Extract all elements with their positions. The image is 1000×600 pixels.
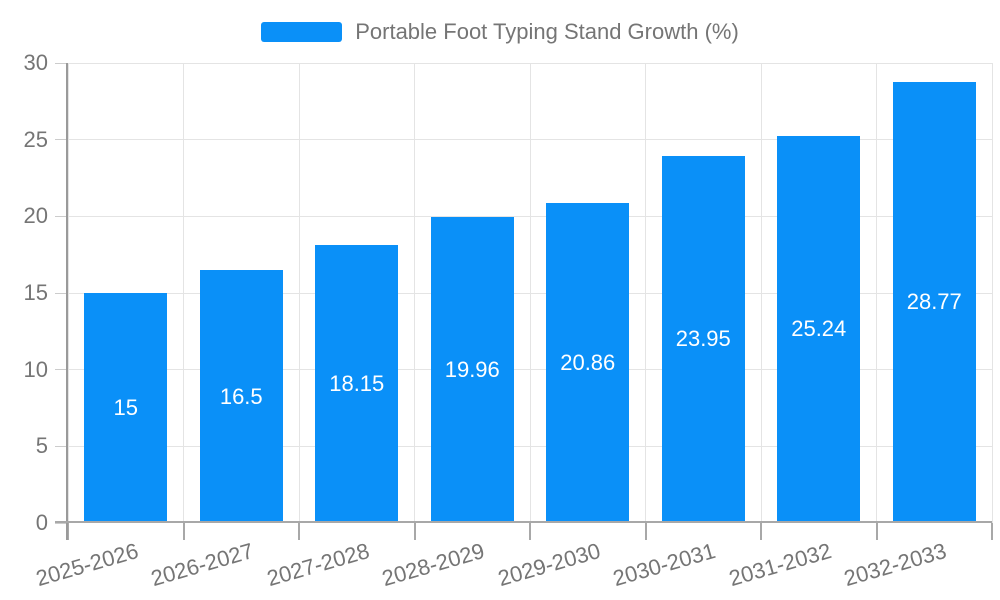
y-axis-tick-label: 30 xyxy=(23,50,48,75)
y-axis-tick-label: 20 xyxy=(23,203,48,229)
x-axis-tick xyxy=(413,523,416,540)
x-axis-tick-label: 2028-2029 xyxy=(379,538,488,592)
x-axis-tick xyxy=(760,523,762,540)
bar-value-label: 20.86 xyxy=(560,350,616,376)
bar-value-label: 25.24 xyxy=(791,316,847,342)
gridline-vertical xyxy=(298,63,300,523)
x-axis-tick xyxy=(67,523,69,540)
gridline-vertical xyxy=(414,63,415,523)
chart-legend[interactable]: Portable Foot Typing Stand Growth (%) xyxy=(0,20,1000,44)
y-axis-tick xyxy=(55,139,67,141)
bar xyxy=(84,293,168,523)
gridline-vertical xyxy=(67,63,69,523)
bar xyxy=(430,216,514,523)
bar xyxy=(315,244,399,523)
x-axis-tick-label: 2029-2030 xyxy=(494,538,603,592)
y-axis-tick xyxy=(55,62,67,64)
gridline-vertical xyxy=(529,63,531,523)
x-axis-tick-label: 2031-2032 xyxy=(725,538,834,592)
x-axis-tick xyxy=(875,523,878,540)
x-axis-tick xyxy=(991,523,993,540)
x-axis-tick xyxy=(529,523,531,540)
bar xyxy=(199,270,283,523)
x-axis-tick-label: 2026-2027 xyxy=(148,538,257,592)
bar-value-label: 18.15 xyxy=(329,370,385,396)
y-axis-tick-label: 15 xyxy=(23,280,48,305)
y-axis-tick-label: 0 xyxy=(35,510,48,535)
y-axis-tick-label: 25 xyxy=(23,126,48,152)
y-axis-tick xyxy=(55,292,67,294)
x-axis-tick-label: 2027-2028 xyxy=(263,538,372,592)
gridline-vertical xyxy=(183,63,184,523)
gridline-vertical xyxy=(760,63,762,523)
bar-value-label: 23.95 xyxy=(675,326,731,352)
x-axis-tick xyxy=(182,523,185,540)
bar-value-label: 16.5 xyxy=(219,383,263,409)
y-axis-line xyxy=(66,63,68,540)
gridline-vertical xyxy=(991,63,993,523)
bar xyxy=(777,135,861,523)
bar-value-label: 19.96 xyxy=(444,356,500,382)
x-axis-tick xyxy=(298,523,300,540)
bar-value-label: 28.77 xyxy=(906,289,962,315)
y-axis-tick xyxy=(55,522,67,524)
y-axis-tick-label: 5 xyxy=(35,433,48,459)
y-axis-tick-label: 10 xyxy=(23,356,48,382)
legend-swatch-icon xyxy=(261,22,343,42)
y-axis-tick xyxy=(55,215,67,217)
gridline-vertical xyxy=(645,63,646,523)
gridline-vertical xyxy=(876,63,877,523)
x-axis-tick-label: 2025-2026 xyxy=(32,538,141,592)
bar xyxy=(892,81,976,523)
legend-label: Portable Foot Typing Stand Growth (%) xyxy=(355,19,739,44)
x-axis-tick xyxy=(644,523,647,540)
bar-value-label: 15 xyxy=(113,395,138,420)
x-axis-tick-label: 2032-2033 xyxy=(841,538,950,592)
x-axis-line xyxy=(55,521,992,523)
bar xyxy=(546,203,630,523)
y-axis-tick xyxy=(55,369,67,371)
x-axis-tick-label: 2030-2031 xyxy=(610,538,719,592)
y-axis-tick xyxy=(55,445,67,447)
bar xyxy=(661,155,745,523)
